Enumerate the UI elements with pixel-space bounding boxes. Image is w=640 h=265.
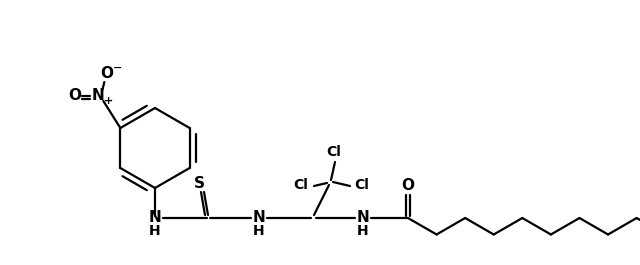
Text: H: H — [253, 224, 265, 238]
Text: +: + — [104, 96, 113, 106]
Text: −: − — [113, 63, 122, 73]
Text: O: O — [401, 179, 415, 193]
Text: O: O — [68, 89, 81, 104]
Text: N: N — [92, 89, 105, 104]
Text: N: N — [148, 210, 161, 226]
Text: Cl: Cl — [294, 178, 308, 192]
Text: S: S — [193, 175, 205, 191]
Text: H: H — [357, 224, 369, 238]
Text: N: N — [356, 210, 369, 226]
Text: N: N — [253, 210, 266, 226]
Text: Cl: Cl — [355, 178, 369, 192]
Text: H: H — [149, 224, 161, 238]
Text: Cl: Cl — [326, 145, 341, 159]
Text: O: O — [100, 67, 113, 82]
